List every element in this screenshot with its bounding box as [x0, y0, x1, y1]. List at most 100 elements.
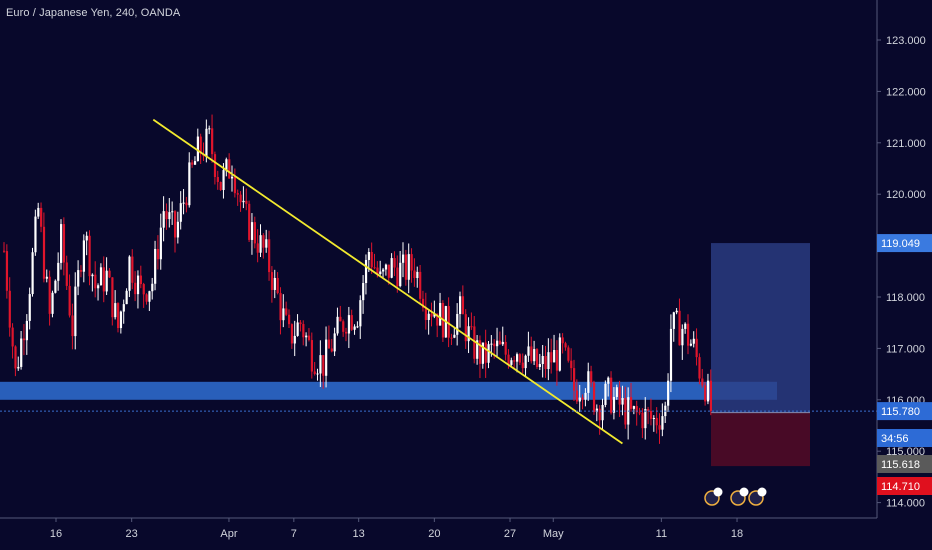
candle-body [453, 334, 456, 338]
candle-body [553, 349, 556, 363]
candle-body [268, 239, 271, 273]
candle-body [239, 194, 242, 203]
y-tick-label: 114.000 [886, 498, 925, 510]
event-icons[interactable] [704, 487, 767, 506]
candle-body [367, 252, 370, 260]
candle-body [399, 262, 402, 287]
candle-body [236, 193, 239, 195]
candle-body [325, 339, 328, 376]
candle-body [122, 304, 125, 312]
candle-body [262, 235, 265, 248]
candle-body [102, 267, 105, 292]
candle-body [387, 264, 390, 278]
candle-body [516, 354, 519, 362]
y-tick-label: 121.000 [886, 138, 926, 150]
candle-body [402, 254, 405, 263]
candle-body [248, 203, 251, 240]
candle-body [45, 276, 48, 279]
candle-body [621, 398, 624, 405]
candles [3, 114, 712, 444]
candle-body [347, 315, 351, 334]
candle-body [709, 380, 712, 411]
candle-body [139, 275, 142, 285]
candle-body [288, 314, 291, 325]
candle-body [54, 280, 57, 293]
candle-body [501, 341, 504, 345]
candle-body [193, 161, 197, 165]
candle-body [353, 326, 356, 330]
candle-body [467, 326, 470, 342]
candle-body [644, 409, 647, 429]
candle-body [131, 256, 134, 283]
candle-body [48, 276, 51, 314]
candle-body [91, 274, 94, 277]
candle-body [698, 357, 701, 379]
candle-body [176, 221, 180, 238]
candle-body [433, 313, 436, 317]
y-tick-label: 118.000 [886, 292, 925, 304]
candle-body [134, 282, 137, 295]
candle-body [336, 316, 339, 334]
candle-body [487, 344, 490, 363]
candle-body [327, 339, 331, 349]
x-tick-label: 11 [656, 528, 667, 540]
candle-body [68, 285, 71, 316]
y-tick-label: 117.000 [886, 343, 925, 355]
candle-body [672, 312, 675, 329]
candle-body [496, 340, 499, 347]
candle-body [701, 378, 704, 386]
candle-body [319, 355, 322, 374]
candle-body [330, 348, 333, 352]
stop-zone[interactable] [711, 412, 810, 467]
x-tick-label: 13 [353, 528, 365, 540]
candle-body [216, 177, 219, 182]
candle-body [687, 323, 690, 346]
candle-body [464, 314, 467, 342]
candle-body [57, 262, 60, 281]
stop-price-tag: 114.710 [877, 477, 932, 495]
candle-body [578, 397, 581, 402]
candle-body [518, 354, 522, 363]
candle-body [419, 271, 422, 299]
trendline[interactable] [152, 118, 623, 445]
candle-body [447, 306, 450, 338]
candle-body [461, 296, 465, 315]
candle-body [250, 222, 254, 240]
candle-body [310, 340, 313, 372]
candle-body [421, 298, 425, 308]
candle-body [364, 259, 368, 284]
candle-body [436, 313, 439, 326]
last-price-tag: 115.780 [877, 402, 932, 421]
candle-body [165, 211, 168, 220]
candle-body [17, 366, 20, 369]
candle-body [313, 371, 316, 374]
candle-body [612, 396, 616, 413]
candle-body [162, 211, 165, 228]
candle-body [544, 356, 547, 370]
candle-body [641, 412, 644, 429]
candle-body [25, 320, 28, 341]
candle-body [390, 258, 393, 278]
candle-body [362, 283, 365, 301]
x-tick-label: Apr [220, 528, 237, 540]
countdown-tag: 34:56 [877, 429, 932, 447]
candle-body [530, 346, 533, 362]
candle-body [171, 211, 174, 213]
candle-body [282, 308, 285, 321]
candle-body [396, 267, 399, 287]
target-zone[interactable] [711, 243, 810, 413]
x-tick-label: 18 [731, 528, 743, 540]
candle-body [179, 203, 182, 222]
candle-body [293, 335, 296, 344]
event-count-icon [757, 487, 767, 497]
support-zone[interactable] [0, 381, 777, 400]
candle-body [555, 349, 559, 371]
candle-body [669, 328, 673, 381]
candle-body [706, 380, 710, 402]
candle-body [5, 251, 9, 291]
candle-body [42, 226, 46, 279]
candle-body [40, 207, 43, 227]
candle-body [111, 277, 114, 318]
